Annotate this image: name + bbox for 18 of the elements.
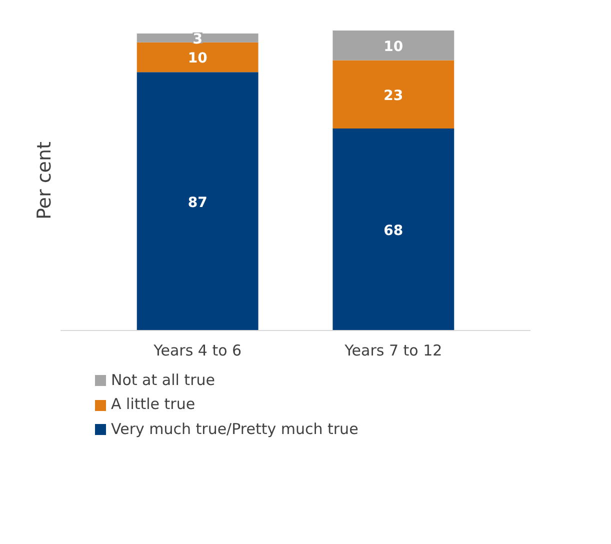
bar <box>136 72 258 330</box>
bar <box>332 128 454 330</box>
data-label: 68 <box>384 223 404 240</box>
legend-label: Very much true/Pretty much true <box>111 418 358 440</box>
bar <box>332 30 454 60</box>
bar <box>136 42 258 72</box>
data-label: 10 <box>188 50 208 67</box>
data-label: 23 <box>384 88 404 104</box>
data-label: 3 <box>192 31 202 48</box>
y-axis-title: Per cent <box>34 142 56 220</box>
legend-label: Not at all true <box>111 370 215 391</box>
data-label: 10 <box>384 38 404 55</box>
x-tick-label: Years 4 to 6 <box>152 342 242 360</box>
bar <box>332 60 454 129</box>
legend-label: A little true <box>111 394 196 416</box>
bar <box>136 33 258 42</box>
x-tick-label: Years 7 to 12 <box>344 342 442 360</box>
data-label: 87 <box>188 194 208 211</box>
